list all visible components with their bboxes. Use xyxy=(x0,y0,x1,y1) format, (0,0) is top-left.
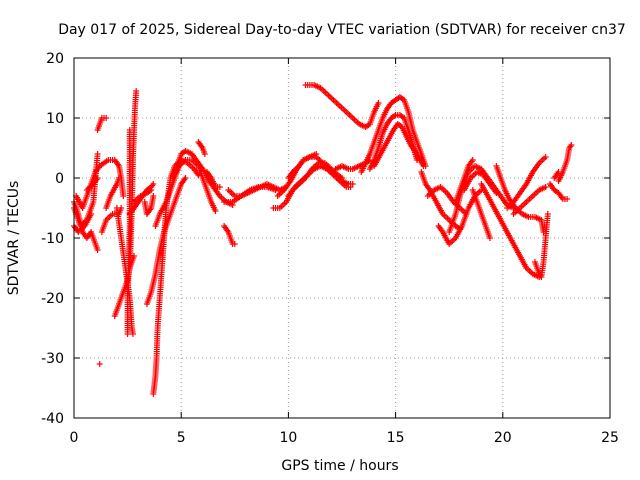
y-tick-label: 20 xyxy=(46,51,64,67)
y-tick-label: 0 xyxy=(55,171,64,187)
data-point xyxy=(94,151,101,157)
y-tick-label: 10 xyxy=(46,111,64,127)
data-point xyxy=(131,253,138,259)
data-point xyxy=(148,187,155,193)
data-point xyxy=(486,235,493,241)
data-point xyxy=(347,184,354,190)
data-point xyxy=(88,211,95,217)
data-point xyxy=(94,175,101,181)
data-point xyxy=(542,154,549,160)
data-points xyxy=(71,82,575,397)
x-tick-label: 25 xyxy=(601,430,619,446)
y-tick-label: -20 xyxy=(41,291,64,307)
data-point xyxy=(212,208,219,214)
x-tick-label: 5 xyxy=(177,430,186,446)
data-point xyxy=(555,169,562,175)
data-point xyxy=(96,361,103,367)
x-axis-label: GPS time / hours xyxy=(281,458,398,474)
data-point xyxy=(544,211,551,217)
data-point xyxy=(469,157,476,163)
chart-title: Day 017 of 2025, Sidereal Day-to-day VTE… xyxy=(58,22,626,38)
data-point xyxy=(272,187,279,193)
x-tick-label: 10 xyxy=(279,430,297,446)
y-tick-label: -10 xyxy=(41,231,64,247)
data-point xyxy=(103,115,110,121)
data-point xyxy=(116,175,123,181)
data-point xyxy=(150,193,157,199)
data-point xyxy=(542,184,549,190)
data-point xyxy=(129,331,136,337)
y-tick-label: -40 xyxy=(41,411,64,427)
data-point xyxy=(182,175,189,181)
data-point xyxy=(313,151,320,157)
data-point xyxy=(231,241,238,247)
x-tick-label: 0 xyxy=(70,430,79,446)
data-point xyxy=(564,196,571,202)
data-point xyxy=(375,100,382,106)
data-point xyxy=(120,193,127,199)
data-point xyxy=(150,181,157,187)
data-point xyxy=(568,142,575,148)
data-point xyxy=(493,190,500,196)
x-tick-label: 20 xyxy=(494,430,512,446)
data-point xyxy=(94,247,101,253)
data-point xyxy=(420,163,427,169)
data-point xyxy=(201,151,208,157)
y-axis-label: SDTVAR / TECUs xyxy=(6,181,22,296)
x-tick-label: 15 xyxy=(387,430,405,446)
data-point xyxy=(216,184,223,190)
axis-ticks: 0 5 10 15 20 25 -40 -30 -20 -10 0 10 20 xyxy=(41,51,619,446)
data-point xyxy=(133,88,140,94)
y-tick-label: -30 xyxy=(41,351,64,367)
